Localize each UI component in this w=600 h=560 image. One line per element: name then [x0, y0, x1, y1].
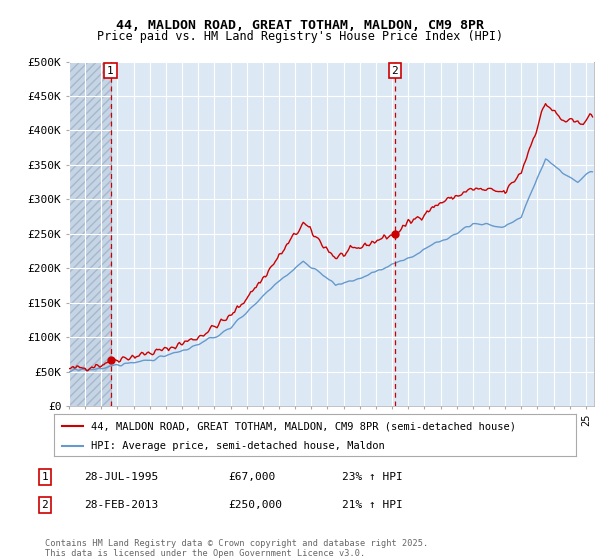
- Text: 28-FEB-2013: 28-FEB-2013: [84, 500, 158, 510]
- Text: 2: 2: [391, 66, 398, 76]
- Text: 23% ↑ HPI: 23% ↑ HPI: [342, 472, 403, 482]
- Text: Contains HM Land Registry data © Crown copyright and database right 2025.
This d: Contains HM Land Registry data © Crown c…: [45, 539, 428, 558]
- Text: 28-JUL-1995: 28-JUL-1995: [84, 472, 158, 482]
- Text: 2: 2: [41, 500, 49, 510]
- Text: Price paid vs. HM Land Registry's House Price Index (HPI): Price paid vs. HM Land Registry's House …: [97, 30, 503, 43]
- Text: 44, MALDON ROAD, GREAT TOTHAM, MALDON, CM9 8PR: 44, MALDON ROAD, GREAT TOTHAM, MALDON, C…: [116, 18, 484, 32]
- Text: £250,000: £250,000: [228, 500, 282, 510]
- Text: £67,000: £67,000: [228, 472, 275, 482]
- Text: 1: 1: [107, 66, 114, 76]
- Bar: [69, 62, 110, 406]
- Text: 1: 1: [41, 472, 49, 482]
- Text: HPI: Average price, semi-detached house, Maldon: HPI: Average price, semi-detached house,…: [91, 441, 384, 451]
- Text: 44, MALDON ROAD, GREAT TOTHAM, MALDON, CM9 8PR (semi-detached house): 44, MALDON ROAD, GREAT TOTHAM, MALDON, C…: [91, 421, 515, 431]
- Text: 21% ↑ HPI: 21% ↑ HPI: [342, 500, 403, 510]
